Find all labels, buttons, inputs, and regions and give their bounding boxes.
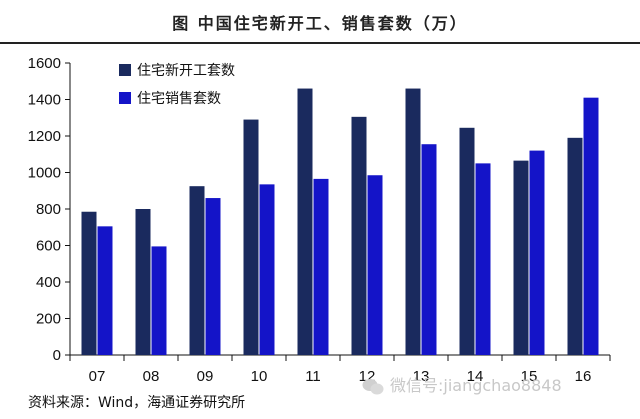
bar-sales (367, 175, 383, 355)
bar-new-starts (297, 88, 313, 356)
bar-new-starts (567, 137, 583, 355)
legend-swatch (119, 64, 131, 76)
y-axis: 0 200 400 600 800 1000 1200 1400 1600 (28, 55, 71, 364)
bar-sales (583, 97, 599, 356)
bar-sales (475, 163, 491, 355)
legend-label: 住宅销售套数 (137, 91, 221, 107)
bar-new-starts (189, 186, 205, 355)
legend-label: 住宅新开工套数 (137, 63, 235, 79)
x-tick-label: 10 (251, 368, 268, 385)
watermark: 微信号:jiangchao8848 (362, 372, 562, 396)
y-tick-label: 600 (36, 238, 61, 255)
title-bar: 图 中国住宅新开工、销售套数（万） (0, 0, 640, 44)
y-tick-label: 200 (36, 311, 61, 328)
source-note: 资料来源：Wind，海通证券研究所 (28, 395, 246, 411)
bar-sales (97, 226, 113, 355)
x-tick-label: 14 (467, 368, 484, 385)
y-tick-label: 1400 (28, 92, 61, 109)
x-tick-label: 08 (143, 368, 160, 385)
bar-new-starts (243, 119, 259, 355)
legend-swatch (119, 92, 131, 104)
y-tick-label: 400 (36, 274, 61, 291)
bars (81, 88, 599, 356)
bar-new-starts (405, 88, 421, 356)
x-tick-label: 09 (197, 368, 214, 385)
bar-new-starts (81, 211, 97, 355)
x-tick-label: 16 (575, 368, 592, 385)
bar-new-starts (513, 160, 529, 355)
y-tick-label: 1600 (28, 55, 61, 72)
x-tick-label: 07 (89, 368, 106, 385)
y-tick-label: 800 (36, 201, 61, 218)
x-axis: 07 08 09 10 11 12 13 14 15 16 (69, 354, 611, 385)
wechat-icon (362, 378, 384, 394)
y-tick-label: 1200 (28, 128, 61, 145)
bar-chart: 0 200 400 600 800 1000 1200 1400 1600 07 08 09 10 11… (28, 55, 611, 385)
bar-sales (313, 178, 329, 355)
watermark-text: 微信号:jiangchao8848 (390, 376, 562, 395)
bar-new-starts (135, 209, 151, 355)
chart-title: 图 中国住宅新开工、销售套数（万） (172, 14, 468, 33)
x-tick-label: 11 (305, 368, 321, 385)
y-tick-label: 0 (53, 347, 61, 364)
bar-sales (529, 150, 545, 355)
bar-sales (259, 184, 275, 355)
title-divider (0, 42, 640, 44)
bar-sales (421, 144, 437, 355)
bar-new-starts (459, 127, 475, 355)
bar-sales (205, 198, 221, 355)
x-tick-label: 15 (521, 368, 538, 385)
bar-new-starts (351, 116, 367, 356)
y-tick-label: 1000 (28, 165, 61, 182)
x-tick-label: 13 (413, 368, 430, 385)
bar-sales (151, 246, 167, 355)
